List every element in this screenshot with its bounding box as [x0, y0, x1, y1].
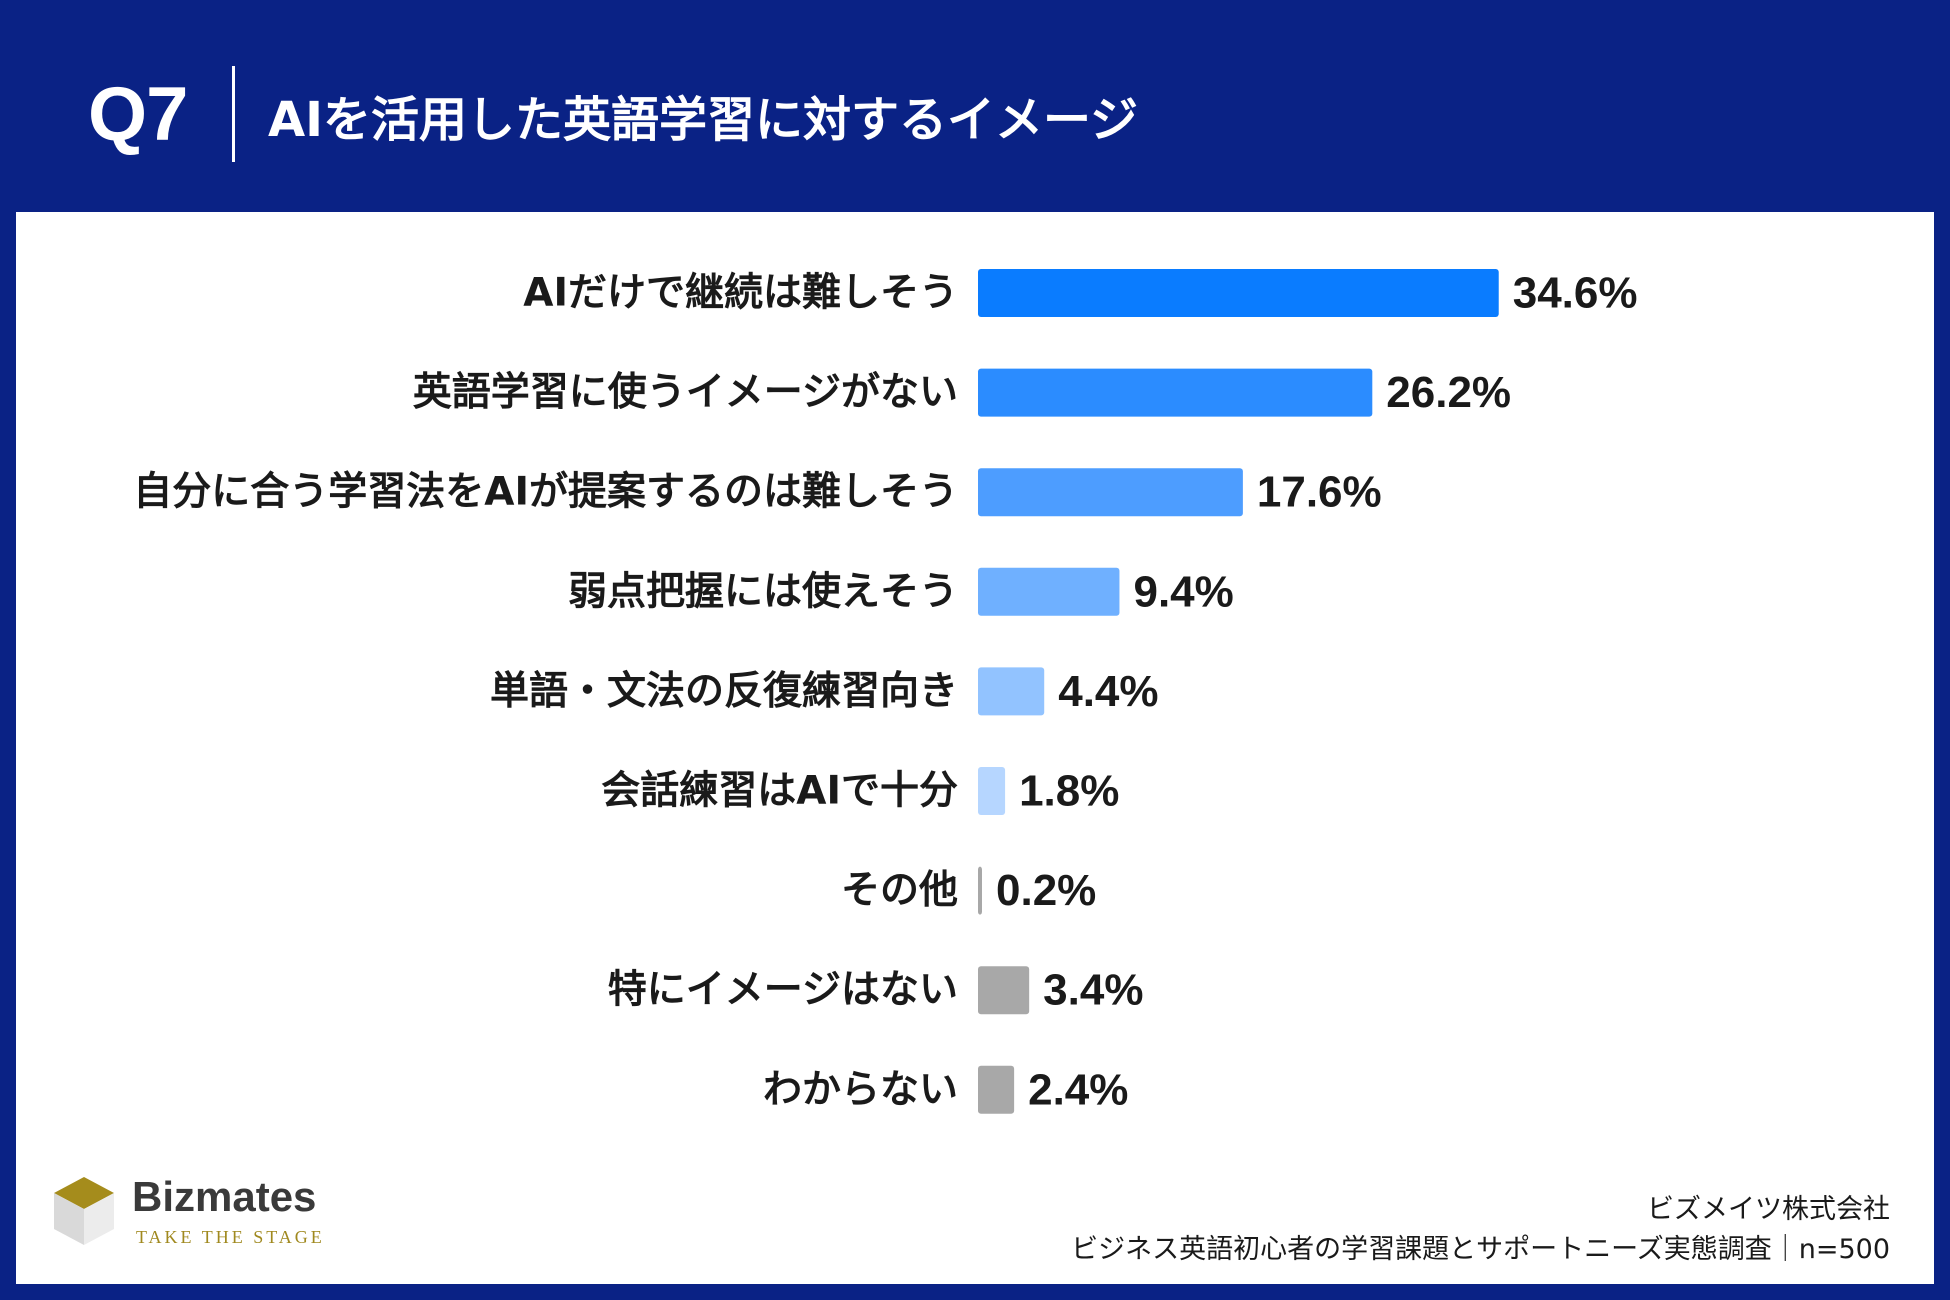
survey-name: ビジネス英語初心者の学習課題とサポートニーズ実態調査｜n=500 [1071, 1234, 1890, 1265]
value-label: 26.2% [1386, 368, 1511, 417]
bar [978, 767, 1006, 815]
logo-name: Bizmates [132, 1173, 317, 1220]
bar [978, 1065, 1015, 1114]
cube-logo-icon [54, 1177, 114, 1245]
category-label: 弱点把握には使えそう [568, 569, 958, 614]
logo-tagline: TAKE THE STAGE [136, 1227, 325, 1247]
value-label: 1.8% [1019, 767, 1119, 816]
source-note: ビズメイツ株式会社 ビジネス英語初心者の学習課題とサポートニーズ実態調査｜n=5… [1071, 1190, 1890, 1270]
value-label: 0.2% [996, 866, 1096, 915]
chart-title: AIを活用した英語学習に対するイメージ [268, 92, 1139, 148]
bizmates-logo: Bizmates TAKE THE STAGE [52, 1172, 352, 1262]
bar [978, 567, 1120, 616]
company-name: ビズメイツ株式会社 [1647, 1194, 1890, 1225]
category-label: AIだけで継続は難しそう [523, 271, 958, 316]
bar [978, 468, 1243, 517]
header: Q7 AIを活用した英語学習に対するイメージ [0, 0, 1950, 212]
value-label: 2.4% [1028, 1065, 1128, 1114]
question-number: Q7 [88, 72, 188, 157]
chart-panel: AIだけで継続は難しそう 34.6% 英語学習に使うイメージがない 26.2% 自分に合… [16, 212, 1934, 1284]
value-label: 17.6% [1257, 468, 1382, 517]
bar [978, 866, 982, 915]
category-label: わからない [763, 1067, 958, 1112]
value-label: 4.4% [1058, 667, 1158, 716]
category-label: 単語・文法の反復練習向き [490, 669, 958, 714]
bar [978, 368, 1373, 417]
bar [978, 667, 1045, 716]
category-label: 会話練習はAIで十分 [601, 769, 958, 814]
value-label: 34.6% [1513, 269, 1638, 318]
category-label: 特にイメージはない [608, 968, 958, 1013]
category-label: その他 [841, 868, 958, 913]
bar [978, 966, 1030, 1015]
category-label: 英語学習に使うイメージがない [413, 370, 958, 415]
bar-chart: AIだけで継続は難しそう 34.6% 英語学習に使うイメージがない 26.2% 自分に合… [133, 269, 1638, 1115]
bar [978, 269, 1499, 317]
header-divider [232, 66, 235, 162]
category-label: 自分に合う学習法をAIが提案するのは難しそう [133, 470, 958, 515]
value-label: 9.4% [1133, 567, 1233, 616]
value-label: 3.4% [1043, 966, 1143, 1015]
